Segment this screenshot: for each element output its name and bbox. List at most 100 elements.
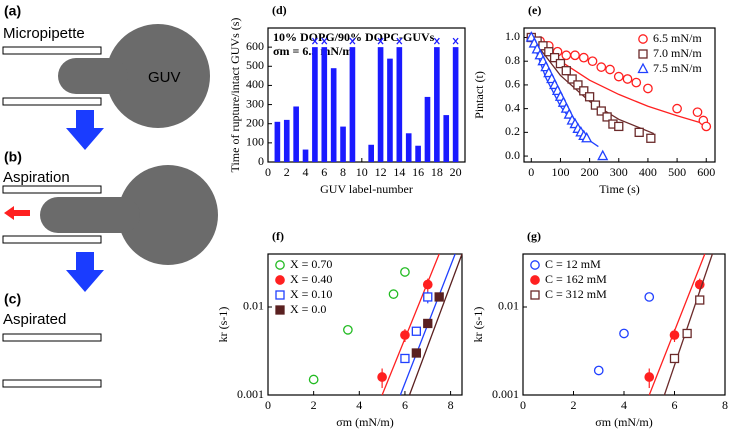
y-tick-label: 0.6 [505, 77, 520, 91]
y-tick-label: 0.001 [237, 387, 264, 401]
data-point [644, 292, 655, 302]
x-tick-label: 4 [303, 165, 309, 179]
y-tick-label: 100 [246, 135, 264, 149]
rupture-marker [311, 37, 318, 45]
data-point [555, 58, 566, 69]
x-tick-label: 4 [621, 398, 627, 412]
guv-label: GUV [148, 69, 181, 86]
y-tick-label: 0.01 [243, 299, 264, 313]
panel-label: (g) [527, 229, 541, 243]
x-tick-label: 2 [284, 165, 290, 179]
x-tick-label: 200 [581, 165, 599, 179]
data-point [411, 326, 422, 336]
annotation: 10% DOPG/90% DOPC-GUVs [273, 30, 435, 44]
data-point [573, 80, 583, 90]
plot-frame [267, 27, 466, 163]
x-tick-label: 14 [393, 165, 405, 179]
data-point [544, 47, 554, 57]
legend-marker [638, 34, 648, 44]
data-point [400, 353, 410, 364]
data-point [567, 74, 577, 84]
panel-label: (a) [4, 3, 21, 19]
data-point [587, 56, 598, 67]
x-tick-label: 8 [722, 398, 728, 412]
data-point [538, 41, 548, 51]
y-tick-label: 400 [246, 77, 264, 91]
x-tick-label: 2 [311, 398, 317, 412]
bar [434, 47, 440, 163]
rupture-marker [321, 37, 328, 45]
data-point [581, 131, 593, 143]
bar [396, 47, 403, 163]
x-tick-label: 0 [265, 398, 271, 412]
bar [330, 68, 337, 162]
panel-label: (b) [4, 149, 22, 165]
panel-label: (e) [528, 3, 541, 17]
data-point [692, 107, 703, 118]
data-point [669, 353, 680, 364]
x-tick-label: 16 [412, 165, 424, 179]
data-point [400, 330, 410, 340]
panel-label: (d) [272, 3, 287, 17]
data-point [597, 149, 609, 161]
guv-tongue [40, 197, 140, 233]
pipette [2, 46, 102, 55]
bar [293, 106, 299, 162]
y-tick-label: 0.4 [505, 100, 520, 114]
y-tick-label: 0.01 [498, 299, 519, 313]
bar [274, 121, 281, 162]
rupture-marker [377, 37, 384, 45]
pipette [2, 97, 102, 106]
data-point [377, 372, 387, 382]
bar [452, 47, 459, 163]
y-tick-label: 0.001 [492, 387, 519, 401]
bar [368, 144, 375, 162]
x-tick-label: 2 [571, 398, 577, 412]
legend-label: 6.5 mN/m [653, 31, 702, 45]
y-tick-label: 0.8 [505, 53, 520, 67]
bar [312, 47, 318, 163]
rupture-marker [349, 37, 356, 45]
panel-label: (c) [4, 291, 21, 307]
legend-label: C = 12 mM [545, 257, 601, 271]
x-axis-label: σm (mN/m) [336, 415, 393, 429]
data-point [411, 348, 422, 358]
x-tick-label: 6 [672, 398, 678, 412]
x-tick-label: 8 [448, 398, 454, 412]
data-point [622, 74, 633, 84]
caption: Aspiration [3, 169, 70, 186]
data-point [343, 324, 353, 335]
legend-label: X = 0.70 [290, 257, 332, 271]
guv-tongue [58, 58, 128, 94]
y-tick-label: 0.0 [505, 148, 520, 162]
legend-marker [275, 260, 285, 270]
y-tick-label: 0.2 [505, 124, 520, 138]
data-point [561, 66, 571, 76]
data-point [596, 106, 606, 116]
x-tick-label: 18 [431, 165, 443, 179]
y-axis-label: kr (s-1) [216, 307, 230, 343]
x-tick-label: 0 [265, 165, 271, 179]
data-point [423, 292, 433, 302]
data-point [570, 50, 580, 61]
x-tick-label: 400 [639, 165, 657, 179]
data-point [308, 374, 319, 385]
data-point [634, 127, 644, 138]
legend-marker [275, 305, 285, 315]
bar [415, 145, 421, 162]
data-point [602, 112, 612, 122]
data-point [579, 86, 589, 96]
bar [321, 47, 328, 163]
x-axis-label: σm (mN/m) [595, 415, 652, 429]
pipette [2, 235, 102, 244]
y-tick-label: 500 [246, 58, 264, 72]
arrow [66, 110, 104, 150]
pipette [2, 333, 102, 342]
guv [118, 165, 218, 265]
x-tick-label: 20 [450, 165, 462, 179]
x-tick-label: 500 [668, 165, 686, 179]
legend-marker [275, 275, 285, 285]
data-point [682, 328, 692, 339]
legend-marker [530, 275, 540, 285]
data-point [590, 100, 601, 110]
